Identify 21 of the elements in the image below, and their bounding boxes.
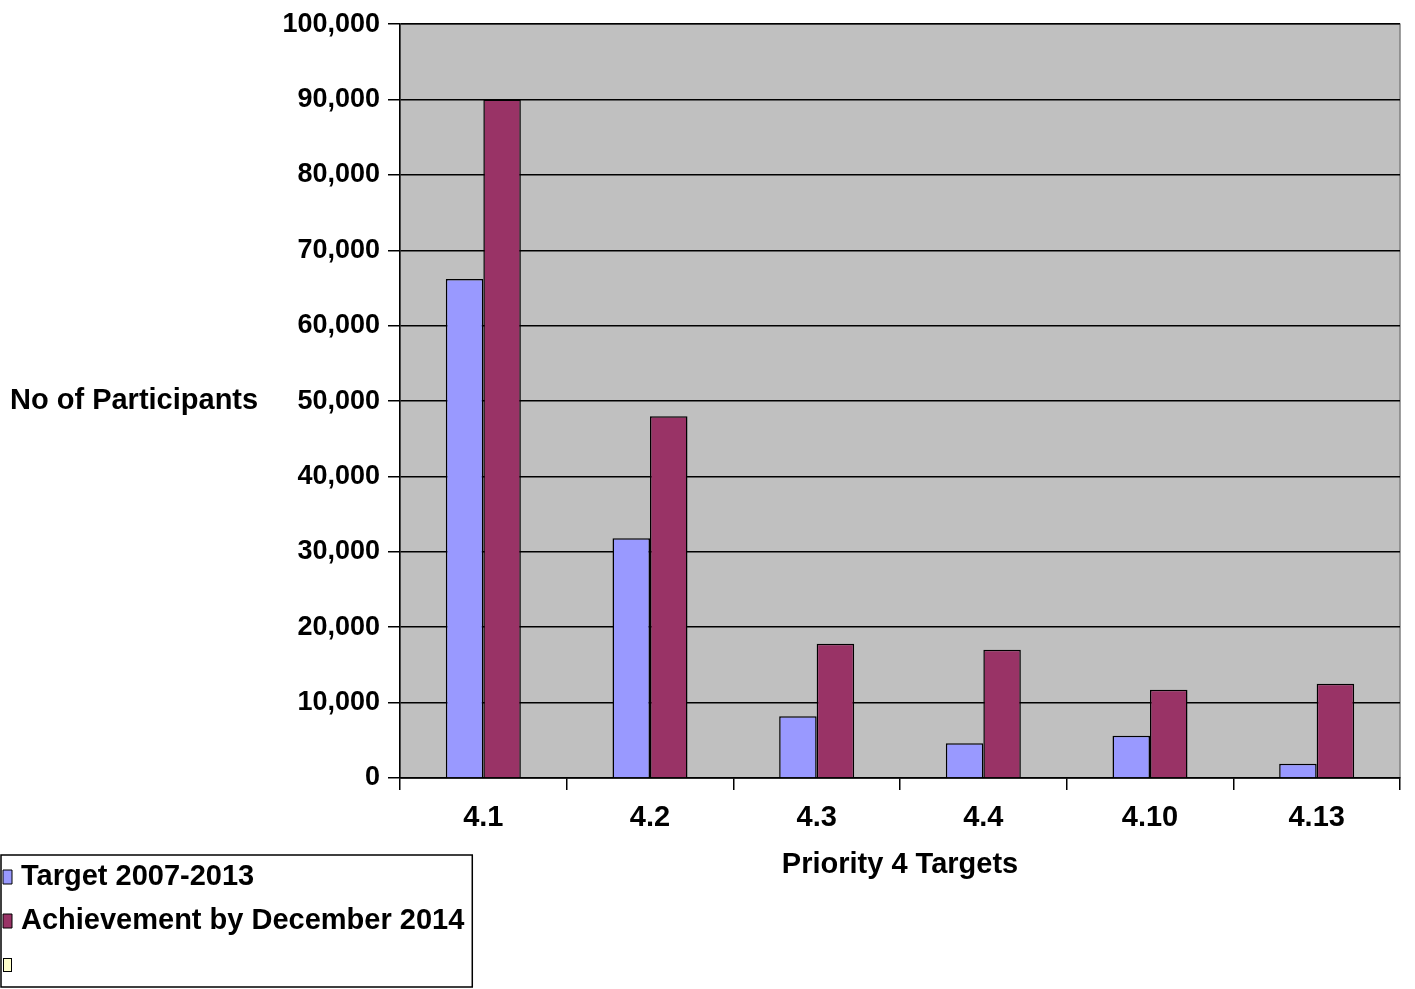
y-tick-label: 100,000 <box>282 7 380 38</box>
x-axis-title: Priority 4 Targets <box>781 846 1019 879</box>
y-tick-label: 80,000 <box>297 158 380 189</box>
y-axis-title: No of Participants <box>10 383 259 416</box>
y-tick-label: 50,000 <box>297 384 380 415</box>
x-tick-label: 4.3 <box>796 800 837 833</box>
y-tick-label: 20,000 <box>297 610 380 641</box>
x-tick-label: 4.2 <box>629 800 671 833</box>
y-tick-label: 40,000 <box>297 459 380 490</box>
legend-label: Achievement by December 2014 <box>21 903 465 935</box>
x-tick-label: 4.10 <box>1121 800 1179 833</box>
y-tick-label: 30,000 <box>297 535 380 566</box>
x-tick-label: 4.4 <box>963 800 1004 833</box>
x-tick-label: 4.13 <box>1288 800 1345 833</box>
y-tick-label: 70,000 <box>297 233 380 264</box>
legend-label: Target 2007-2013 <box>21 859 255 891</box>
x-tick-label: 4.1 <box>463 800 504 833</box>
y-tick-label: 60,000 <box>297 309 380 340</box>
y-tick-label: 90,000 <box>297 83 380 114</box>
y-tick-label: 0 <box>364 761 380 792</box>
y-tick-label: 10,000 <box>297 686 380 717</box>
